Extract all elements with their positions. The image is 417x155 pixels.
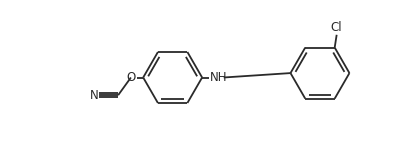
Text: NH: NH <box>209 71 227 84</box>
Text: Cl: Cl <box>331 21 342 34</box>
Text: O: O <box>127 71 136 84</box>
Text: N: N <box>90 89 98 102</box>
